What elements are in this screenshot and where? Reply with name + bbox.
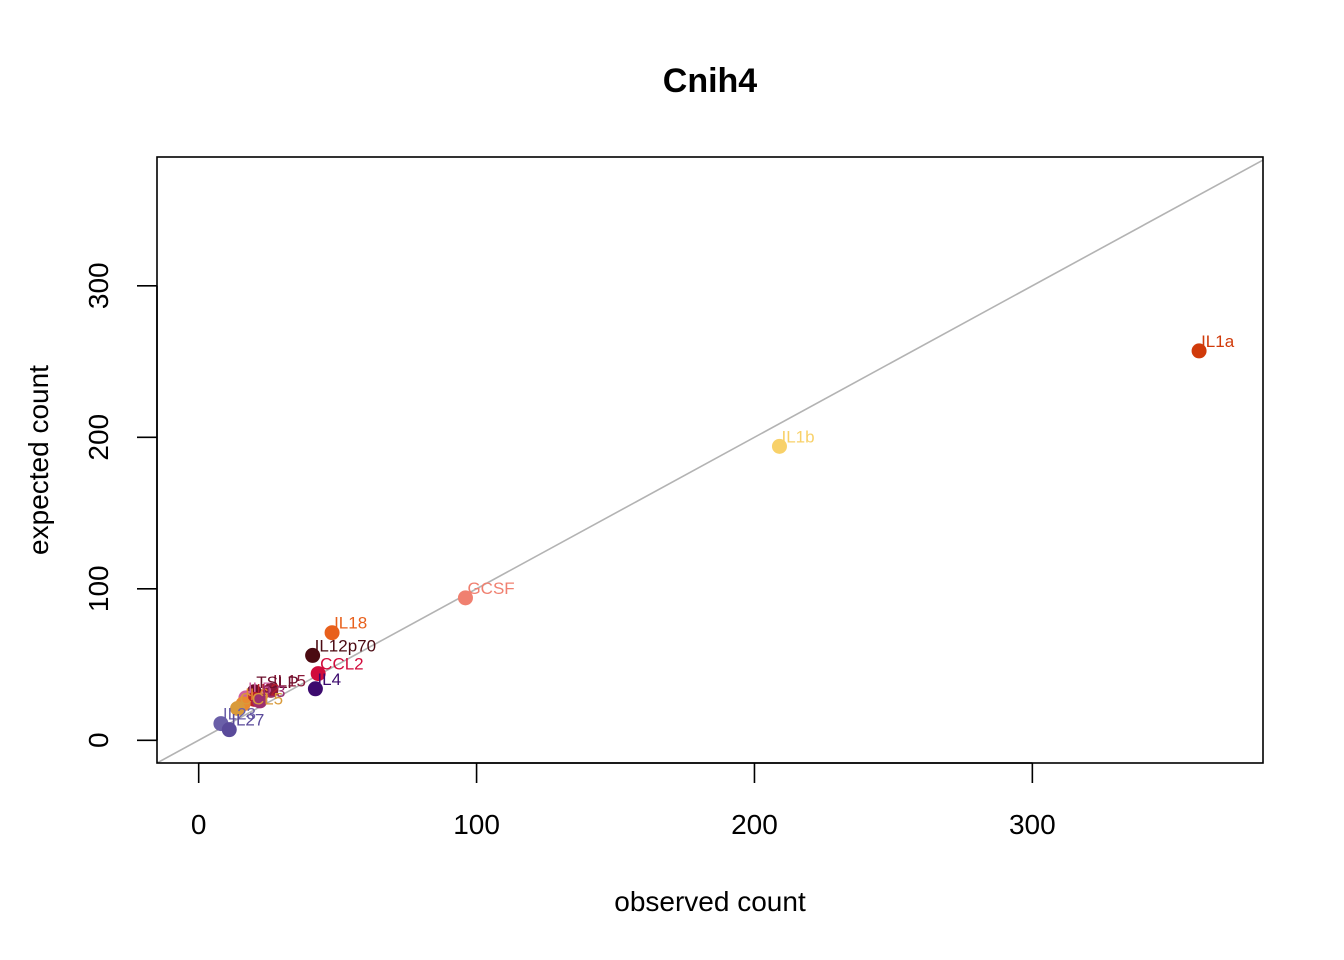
data-point-label: IL1a [1201, 332, 1235, 351]
data-point [230, 700, 246, 716]
data-point-label: IL18 [334, 614, 367, 633]
plot-area: IL1aIL1bGCSFIL18IL12p70CCL2IL4IL15TSLPIL… [156, 159, 1264, 764]
data-point [305, 647, 321, 663]
x-tick-label: 300 [1009, 809, 1056, 840]
data-point-label: IL27 [231, 711, 264, 730]
y-tick-label: 300 [83, 262, 114, 309]
data-point-label: IL12p70 [315, 636, 376, 655]
data-point [252, 693, 268, 709]
data-point-label: IL23 [223, 705, 256, 724]
data-point-label: IL4 [317, 670, 341, 689]
data-point-label: CCL2 [320, 655, 363, 674]
reference-line [156, 159, 1264, 764]
x-tick-label: 100 [453, 809, 500, 840]
y-tick-label: 200 [83, 414, 114, 461]
chart-title: Cnih4 [663, 62, 758, 100]
y-axis-label: expected count [23, 365, 54, 555]
x-axis: 0 100 200 300 [191, 762, 1056, 840]
y-axis: 0 100 200 300 [83, 262, 158, 748]
data-point-label: IL3 [262, 682, 286, 701]
data-point-label: IL15 [273, 671, 306, 690]
data-point [771, 438, 787, 454]
x-tick-label: 0 [191, 809, 207, 840]
x-axis-label: observed count [614, 886, 806, 917]
data-point-label: CCL5 [240, 689, 283, 708]
data-point-label: IL1b [781, 427, 814, 446]
points-layer: IL1aIL1bGCSFIL18IL12p70CCL2IL4IL15TSLPIL… [213, 332, 1235, 738]
data-point [307, 681, 323, 697]
x-tick-label: 200 [731, 809, 778, 840]
data-point [1191, 343, 1207, 359]
data-point [324, 625, 340, 641]
data-point [263, 682, 279, 698]
data-point-label: TSLP [256, 673, 299, 692]
y-tick-label: 100 [83, 565, 114, 612]
data-point-label: GCSF [467, 579, 514, 598]
data-point [457, 590, 473, 606]
data-point [221, 722, 237, 738]
y-tick-label: 0 [83, 732, 114, 748]
data-point [310, 666, 326, 682]
